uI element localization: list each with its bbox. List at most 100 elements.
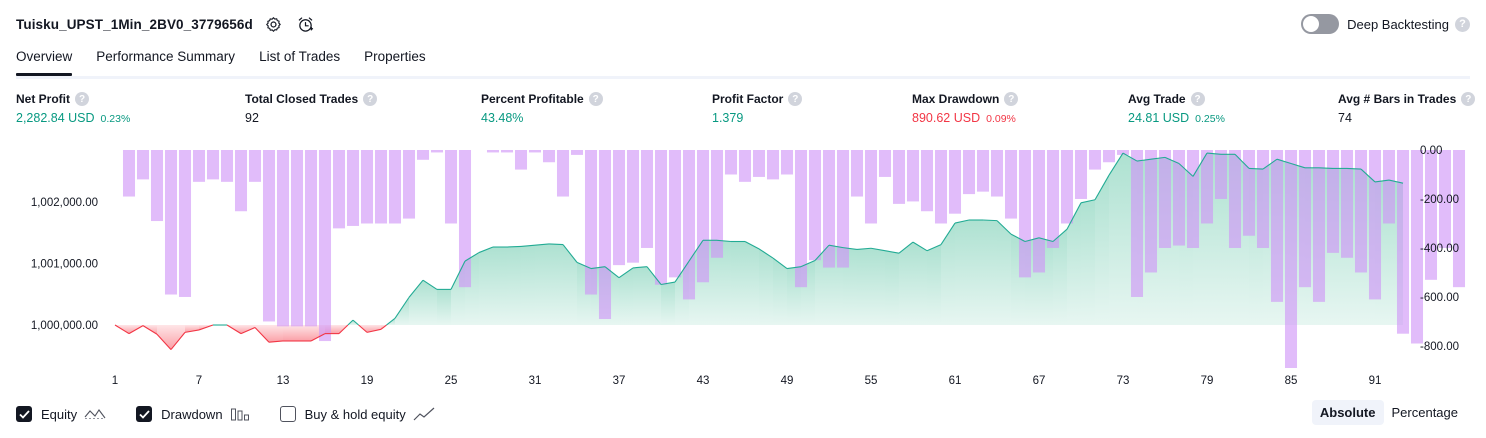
- right-axis-label: -600.00: [1420, 292, 1459, 304]
- right-axis-label: 0.00: [1420, 145, 1442, 157]
- equity-area-up: [423, 280, 437, 326]
- drawdown-bar: [318, 150, 332, 342]
- drawdown-bar: [248, 150, 262, 182]
- toggle-knob: [1303, 16, 1320, 32]
- absolute-button[interactable]: Absolute: [1311, 400, 1384, 425]
- help-icon[interactable]: ?: [1190, 92, 1205, 106]
- equity-area-up: [941, 223, 955, 326]
- drawdown-bar: [780, 150, 794, 175]
- drawdown-checkbox[interactable]: [136, 406, 153, 422]
- stat-avg-bars-in-trades: Avg # Bars in Trades? 74: [1338, 92, 1476, 125]
- stat-label: Percent Profitable: [481, 92, 584, 106]
- equity-area-up: [521, 245, 535, 326]
- percentage-button[interactable]: Percentage: [1391, 405, 1459, 420]
- drawdown-bar: [934, 150, 948, 224]
- x-axis-label: 43: [697, 375, 710, 387]
- drawdown-bar: [444, 150, 458, 224]
- equity-line-up: [576, 261, 592, 270]
- stat-total-closed-trades: Total Closed Trades? 92: [245, 92, 378, 125]
- drawdown-bar: [542, 150, 556, 163]
- drawdown-bar: [892, 150, 906, 204]
- equity-area-up: [997, 220, 1011, 326]
- drawdown-bar: [1074, 150, 1088, 199]
- equity-line-down: [142, 325, 158, 335]
- equity-line-up: [1024, 237, 1040, 243]
- equity-area-up: [395, 297, 409, 326]
- drawdown-bar: [1298, 150, 1312, 288]
- equity-line-up: [870, 247, 886, 252]
- buy-hold-checkbox[interactable]: [279, 406, 296, 422]
- equity-area-up: [563, 244, 577, 326]
- right-axis-label: -800.00: [1420, 341, 1459, 353]
- equity-line-up: [800, 260, 816, 268]
- equity-line-up: [898, 241, 914, 254]
- stats-row: Net Profit? 2,282.84 USD 0.23% Total Clos…: [0, 92, 1486, 132]
- equity-line-up: [1164, 156, 1180, 165]
- chart-legend: Equity Drawdown Buy & hold equity: [16, 403, 465, 425]
- tab-list-of-trades[interactable]: List of Trades: [259, 49, 341, 64]
- x-axis-label: 13: [277, 375, 290, 387]
- tab-overview[interactable]: Overview: [16, 46, 73, 76]
- equity-area-up: [759, 248, 773, 326]
- drawdown-bar: [150, 150, 164, 222]
- stat-value: 24.81 USD: [1128, 111, 1190, 125]
- stat-net-profit: Net Profit? 2,282.84 USD 0.23%: [16, 92, 130, 125]
- legend-buy-hold-equity[interactable]: Buy & hold equity: [279, 406, 435, 422]
- drawdown-bar: [794, 150, 808, 288]
- legend-drawdown[interactable]: Drawdown: [136, 406, 249, 422]
- equity-line-up: [1192, 152, 1208, 177]
- x-axis-label: 79: [1201, 375, 1214, 387]
- equity-line-up: [744, 241, 760, 250]
- equity-area-up: [717, 240, 731, 326]
- help-icon[interactable]: ?: [1004, 92, 1019, 106]
- equity-area-up: [1067, 202, 1081, 326]
- stat-percent: 0.23%: [100, 113, 131, 125]
- x-axis-label: 7: [196, 375, 202, 387]
- drawdown-bar: [1340, 150, 1354, 258]
- drawdown-bar: [1004, 150, 1018, 219]
- equity-line-up: [954, 219, 970, 224]
- equity-line-down: [114, 324, 130, 335]
- drawdown-bar: [1088, 150, 1102, 170]
- drawdown-bar: [640, 150, 654, 248]
- left-axis-label: 1,002,000.00: [31, 197, 98, 209]
- equity-checkbox[interactable]: [16, 406, 32, 422]
- drawdown-bar: [1172, 150, 1186, 246]
- drawdown-bar: [556, 150, 570, 197]
- help-icon[interactable]: ?: [75, 92, 89, 106]
- x-axis-label: 25: [445, 375, 458, 387]
- drawdown-bar: [668, 150, 682, 278]
- tab-properties[interactable]: Properties: [364, 49, 426, 64]
- drawdown-bar: [402, 150, 416, 219]
- help-icon[interactable]: ?: [788, 92, 803, 106]
- equity-line-up: [856, 247, 872, 251]
- gear-icon[interactable]: [263, 13, 285, 35]
- equity-line-up: [1360, 168, 1376, 183]
- equity-area-down: [157, 325, 171, 350]
- drawdown-bar: [584, 150, 598, 295]
- help-icon[interactable]: ?: [1455, 16, 1470, 32]
- drawdown-bar: [1410, 150, 1424, 344]
- equity-line-up: [1150, 156, 1166, 160]
- equity-line-icon: [84, 407, 106, 421]
- equity-line-up: [1248, 167, 1264, 170]
- drawdown-bar: [570, 150, 584, 155]
- equity-line-up: [1066, 202, 1082, 230]
- help-icon[interactable]: ?: [588, 92, 603, 106]
- help-icon[interactable]: ?: [1461, 92, 1476, 106]
- x-axis-label: 37: [613, 375, 626, 387]
- deep-backtesting-toggle[interactable]: [1301, 14, 1340, 34]
- equity-area-up: [549, 243, 563, 326]
- equity-line-up: [632, 266, 648, 269]
- alarm-clock-plus-icon[interactable]: [295, 13, 317, 35]
- equity-line-up: [562, 244, 578, 263]
- legend-equity[interactable]: Equity: [16, 406, 106, 422]
- tab-performance-summary[interactable]: Performance Summary: [96, 49, 236, 64]
- drawdown-bar: [906, 150, 920, 202]
- drawdown-bar: [1312, 150, 1326, 302]
- equity-area-down: [115, 325, 129, 334]
- equity-drawdown-chart[interactable]: 1,000,000.00 1,001,000.00 1,002,000.00 0.00…: [0, 140, 1486, 402]
- x-axis-label: 1: [112, 375, 118, 387]
- help-icon[interactable]: ?: [363, 92, 378, 106]
- equity-area-down: [367, 325, 381, 333]
